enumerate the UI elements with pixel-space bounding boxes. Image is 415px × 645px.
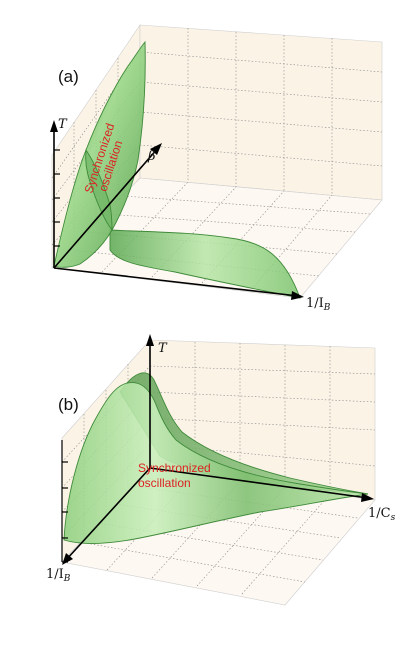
panel-a: (a) T β 1/IB Synchronized oscillation	[50, 24, 383, 313]
panel-a-axis-ib	[53, 267, 299, 297]
panel-a-arrow-t	[50, 120, 58, 132]
panel-b-axis-cs-sub: s	[391, 513, 396, 523]
panel-b: (b) T 1/Cs 1/IB Synchronized oscillation	[46, 334, 396, 606]
panel-b-arrow-cs	[361, 493, 374, 502]
panel-b-annotation-line2: oscillation	[138, 476, 191, 490]
panel-a-label: (a)	[58, 67, 79, 86]
panel-a-arrow-beta	[150, 143, 162, 155]
panel-b-annotation-line1: Synchronized	[138, 461, 211, 475]
panel-b-axis-ib-sub: B	[63, 574, 71, 584]
panel-a-ticks	[54, 149, 60, 247]
panel-a-axis-ib-sub: B	[323, 303, 331, 313]
panel-a-axis-ib-label: 1/IB	[306, 296, 331, 313]
panel-b-ticks	[61, 440, 68, 563]
panel-a-axis-beta-label: β	[147, 149, 156, 164]
panel-b-axis-cs	[149, 467, 369, 499]
panel-a-surface-tail	[109, 229, 301, 299]
panel-a-axis-ib-text: 1/I	[306, 296, 324, 311]
panel-b-arrow-t	[146, 334, 154, 346]
panel-b-surface-front	[63, 382, 369, 545]
panel-a-surface-fold	[85, 148, 113, 232]
panel-a-back-right-pane	[139, 24, 383, 201]
panel-b-axis-cs-label: 1/Cs	[368, 506, 396, 523]
panel-b-axis-ib-text: 1/I	[46, 567, 64, 582]
panel-b-label: (b)	[58, 395, 79, 414]
panel-b-axis-cs-text: 1/C	[368, 506, 391, 521]
panel-b-axis-ib-label: 1/IB	[46, 567, 71, 584]
panel-a-axis-beta	[53, 147, 159, 269]
panel-b-axis-t-label: T	[158, 341, 168, 356]
panel-a-axis-t-label: T	[58, 117, 68, 132]
panel-a-arrow-ib	[291, 291, 304, 300]
panel-b-axis-ib	[65, 467, 151, 561]
